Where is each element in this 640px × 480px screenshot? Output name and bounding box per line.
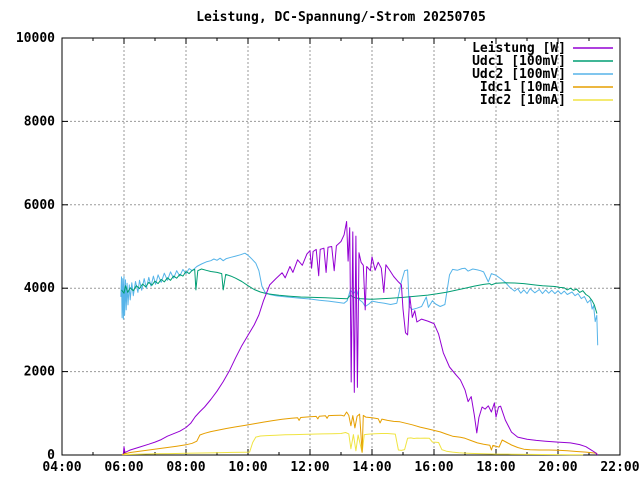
series-line — [122, 221, 598, 456]
legend-label: Udc2 [100mV] — [472, 67, 566, 82]
y-tick-label: 0 — [47, 448, 55, 463]
x-tick-label: 16:00 — [414, 460, 453, 475]
series-line — [122, 432, 584, 456]
legend-label: Idc1 [10mA] — [480, 80, 566, 95]
y-tick-label: 2000 — [24, 365, 55, 380]
x-tick-label: 22:00 — [600, 460, 639, 475]
x-tick-label: 14:00 — [352, 460, 391, 475]
x-tick-label: 10:00 — [228, 460, 267, 475]
y-tick-label: 4000 — [24, 281, 55, 296]
legend-label: Idc2 [10mA] — [480, 93, 566, 108]
series-line — [121, 268, 598, 314]
series-line — [122, 411, 598, 455]
x-tick-label: 18:00 — [476, 460, 515, 475]
legend-label: Udc1 [100mV] — [472, 54, 566, 69]
y-tick-label: 10000 — [16, 31, 55, 46]
legend-label: Leistung [W] — [472, 41, 566, 56]
y-tick-label: 8000 — [24, 114, 55, 129]
plot-frame — [61, 37, 621, 456]
x-tick-label: 12:00 — [290, 460, 329, 475]
x-tick-label: 20:00 — [538, 460, 577, 475]
x-tick-label: 04:00 — [42, 460, 81, 475]
chart-title: Leistung, DC-Spannung/-Strom 20250705 — [196, 10, 486, 25]
x-tick-label: 08:00 — [166, 460, 205, 475]
y-tick-label: 6000 — [24, 198, 55, 213]
x-tick-label: 06:00 — [104, 460, 143, 475]
